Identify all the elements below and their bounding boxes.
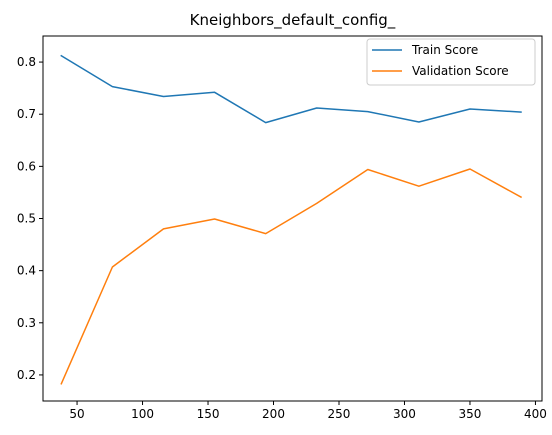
x-tick-label: 250 xyxy=(328,407,351,421)
y-tick-label: 0.3 xyxy=(17,316,36,330)
plot-area-frame xyxy=(42,35,543,402)
x-tick-label: 100 xyxy=(131,407,154,421)
y-tick-label: 0.7 xyxy=(17,107,36,121)
x-tick-label: 350 xyxy=(459,407,482,421)
y-tick-label: 0.2 xyxy=(17,368,36,382)
x-tick-label: 300 xyxy=(393,407,416,421)
legend-label-validation-score: Validation Score xyxy=(412,64,509,78)
y-tick-label: 0.8 xyxy=(17,55,36,69)
legend-box xyxy=(366,38,536,86)
plot-lines xyxy=(60,54,523,385)
x-tick-label: 50 xyxy=(69,407,84,421)
legend: Train Score Validation Score xyxy=(366,38,536,86)
y-axis: 0.2 0.3 0.4 0.5 0.6 0.7 0.8 xyxy=(17,55,43,382)
chart-title: Kneighbors_default_config_ xyxy=(190,11,396,30)
series-line-validation-score xyxy=(60,168,523,385)
x-axis: 50 100 150 200 250 300 350 400 xyxy=(69,401,547,421)
y-tick-label: 0.4 xyxy=(17,264,36,278)
x-tick-label: 200 xyxy=(262,407,285,421)
series-line-train-score xyxy=(60,54,522,124)
y-tick-label: 0.5 xyxy=(17,212,36,226)
y-tick-label: 0.6 xyxy=(17,159,36,173)
legend-label-train-score: Train Score xyxy=(411,43,478,57)
x-tick-label: 400 xyxy=(524,407,547,421)
x-tick-label: 150 xyxy=(197,407,220,421)
